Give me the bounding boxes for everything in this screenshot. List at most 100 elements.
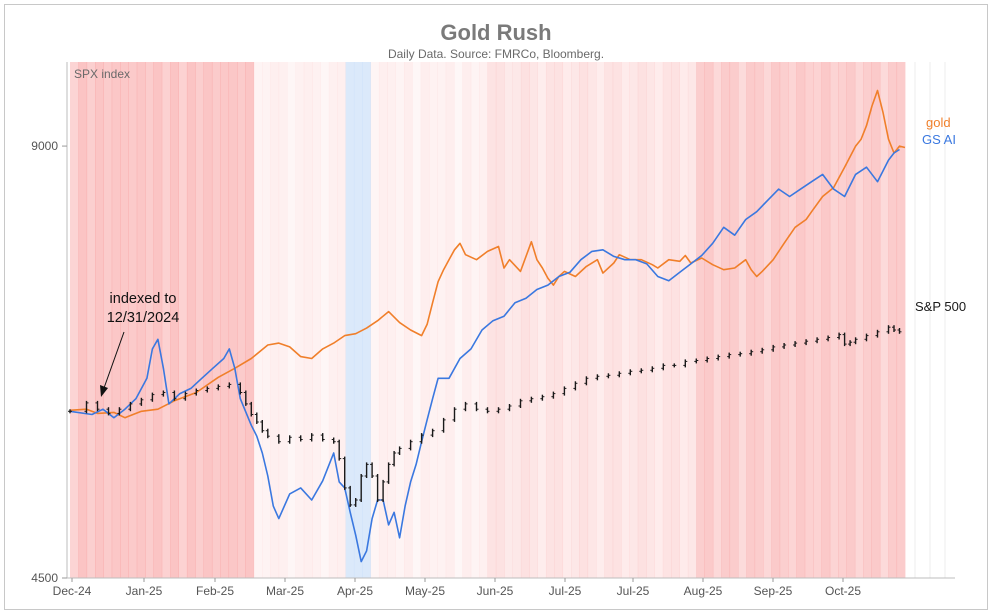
shade-band [771,62,781,578]
shade-band [70,62,79,578]
shade-band [838,62,847,578]
x-tick-label: Dec-24 [53,584,92,598]
x-tick-label: Aug-25 [684,584,723,598]
shade-band [529,62,538,578]
legend: gold GS AI S&P 500 [915,115,966,314]
shade-band [863,62,872,578]
shade-band [754,62,764,578]
shade-band [462,62,472,578]
shade-band [520,62,530,578]
shade-band [687,62,697,578]
shade-band [854,62,864,578]
shade-band [888,62,898,578]
shade-band [696,62,705,578]
shade-band [813,62,822,578]
x-tick-label: Feb-25 [196,584,234,598]
background-bands [70,62,946,578]
shade-band [95,62,104,578]
shade-band [779,62,789,578]
x-tick-label: Oct-25 [825,584,861,598]
shade-band [637,62,647,578]
shade-band [562,62,572,578]
shade-band [287,62,296,578]
shade-band [579,62,589,578]
shade-band [804,62,814,578]
shade-band [420,62,430,578]
shade-band [662,62,672,578]
shade-band [554,62,564,578]
x-tick-label: Jan-25 [126,584,163,598]
shade-band [512,62,522,578]
shade-band [495,62,505,578]
shade-band [128,62,138,578]
shade-band [186,62,196,578]
shade-band [387,62,397,578]
chart-title: Gold Rush [440,20,552,45]
shade-band [378,62,388,578]
shade-band [153,62,163,578]
x-tick-label: Jun-25 [477,584,514,598]
panel-label: SPX index [74,67,130,81]
shade-band [337,62,346,578]
annotation-arrow [103,331,125,389]
y-tick-label: 4500 [31,571,58,585]
shade-band [571,62,580,578]
shade-band [896,62,906,578]
shade-band [86,62,96,578]
shade-band [278,62,288,578]
shade-band [629,62,639,578]
annotation-line2: 12/31/2024 [107,310,180,326]
shade-band [211,62,221,578]
shade-band [295,62,305,578]
shade-band [763,62,772,578]
shade-band [654,62,664,578]
x-tick-label: Mar-25 [266,584,304,598]
shade-band [270,62,280,578]
shade-band [788,62,797,578]
chart-frame [4,4,988,610]
shade-band [404,62,413,578]
annotation-arrowhead [100,385,108,397]
shade-band [253,62,263,578]
legend-label-gold: gold [926,115,951,130]
shade-band [195,62,204,578]
shade-band [746,62,756,578]
shade-band [370,62,380,578]
shade-band [136,62,146,578]
shade-band [353,62,363,578]
shade-band [671,62,680,578]
shade-band [78,62,88,578]
shade-band [111,62,121,578]
shade-band [487,62,497,578]
shade-band [712,62,722,578]
x-tick-label: May-25 [405,584,445,598]
shade-band [145,62,154,578]
shade-band [362,62,371,578]
shade-band [646,62,655,578]
shade-band [454,62,463,578]
shade-band [470,62,480,578]
shade-band [220,62,230,578]
shade-band [729,62,739,578]
shade-band [587,62,597,578]
shade-band [846,62,856,578]
legend-label-s-p-500: S&P 500 [915,299,966,314]
shade-band [170,62,179,578]
shade-band [679,62,689,578]
shade-band [821,62,831,578]
shade-band [429,62,438,578]
series-lines [69,89,906,563]
shade-band [445,62,455,578]
y-tick-label: 9000 [31,139,58,153]
shade-band [537,62,547,578]
shade-band [161,62,171,578]
series-line-gold [69,89,906,419]
shade-band [879,62,889,578]
chart-subtitle: Daily Data. Source: FMRCo, Bloomberg. [387,47,605,61]
shade-band [103,62,113,578]
shade-band [504,62,513,578]
shade-band [237,62,246,578]
shade-band [320,62,330,578]
shade-band [303,62,313,578]
shade-band [796,62,806,578]
